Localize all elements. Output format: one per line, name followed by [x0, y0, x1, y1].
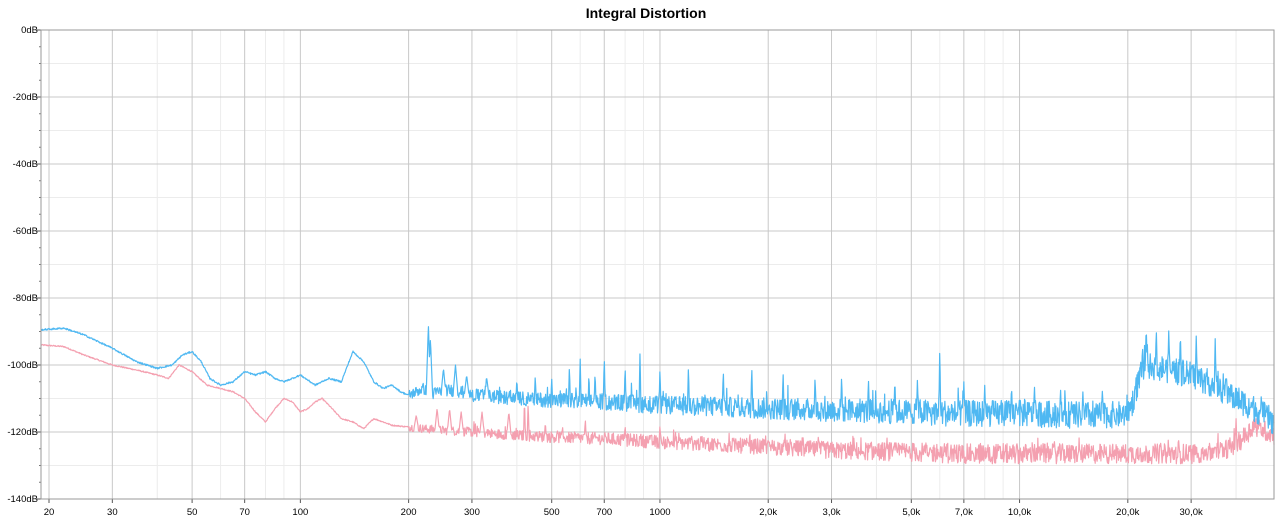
x-tick-label: 5,0k	[902, 507, 920, 518]
y-tick-label: -100dB	[7, 360, 38, 371]
y-tick-label: -120dB	[7, 427, 38, 438]
x-tick-label: 200	[401, 507, 417, 518]
chart-title: Integral Distortion	[585, 5, 707, 21]
x-tick-label: 100	[292, 507, 308, 518]
x-tick-label: 1000	[649, 507, 670, 518]
x-tick-label: 300	[464, 507, 480, 518]
y-tick-label: -20dB	[13, 92, 38, 103]
x-tick-label: 3,0k	[823, 507, 841, 518]
x-tick-label: 10,0k	[1008, 507, 1031, 518]
x-tick-label: 500	[544, 507, 560, 518]
x-tick-label: 30	[107, 507, 118, 518]
x-tick-label: 50	[187, 507, 198, 518]
x-tick-label: 2,0k	[759, 507, 777, 518]
series-layer	[40, 326, 1275, 465]
y-tick-label: -60dB	[13, 226, 38, 237]
minor-grid	[41, 29, 1274, 500]
x-tick-label: 20,0k	[1116, 507, 1139, 518]
series-line-blue	[40, 326, 1275, 435]
plot-frame	[40, 29, 1275, 500]
x-tick-label: 30,0k	[1180, 507, 1203, 518]
y-tick-label: 0dB	[21, 25, 38, 36]
y-tick-label: -40dB	[13, 159, 38, 170]
y-tick-label: -140dB	[7, 494, 38, 505]
x-tick-label: 20	[44, 507, 55, 518]
x-tick-label: 7,0k	[955, 507, 973, 518]
x-axis: 20 30 50 70 100 200 300 500 700 1000 2,0k 3,0k 5,0k 7…	[44, 499, 1203, 518]
x-tick-label: 700	[596, 507, 612, 518]
y-axis: 0dB -20dB -40dB -60dB -80dB -100dB -120dB -140d…	[7, 25, 41, 505]
x-tick-label: 70	[239, 507, 250, 518]
y-tick-label: -80dB	[13, 293, 38, 304]
series-line-pink	[40, 343, 1275, 465]
